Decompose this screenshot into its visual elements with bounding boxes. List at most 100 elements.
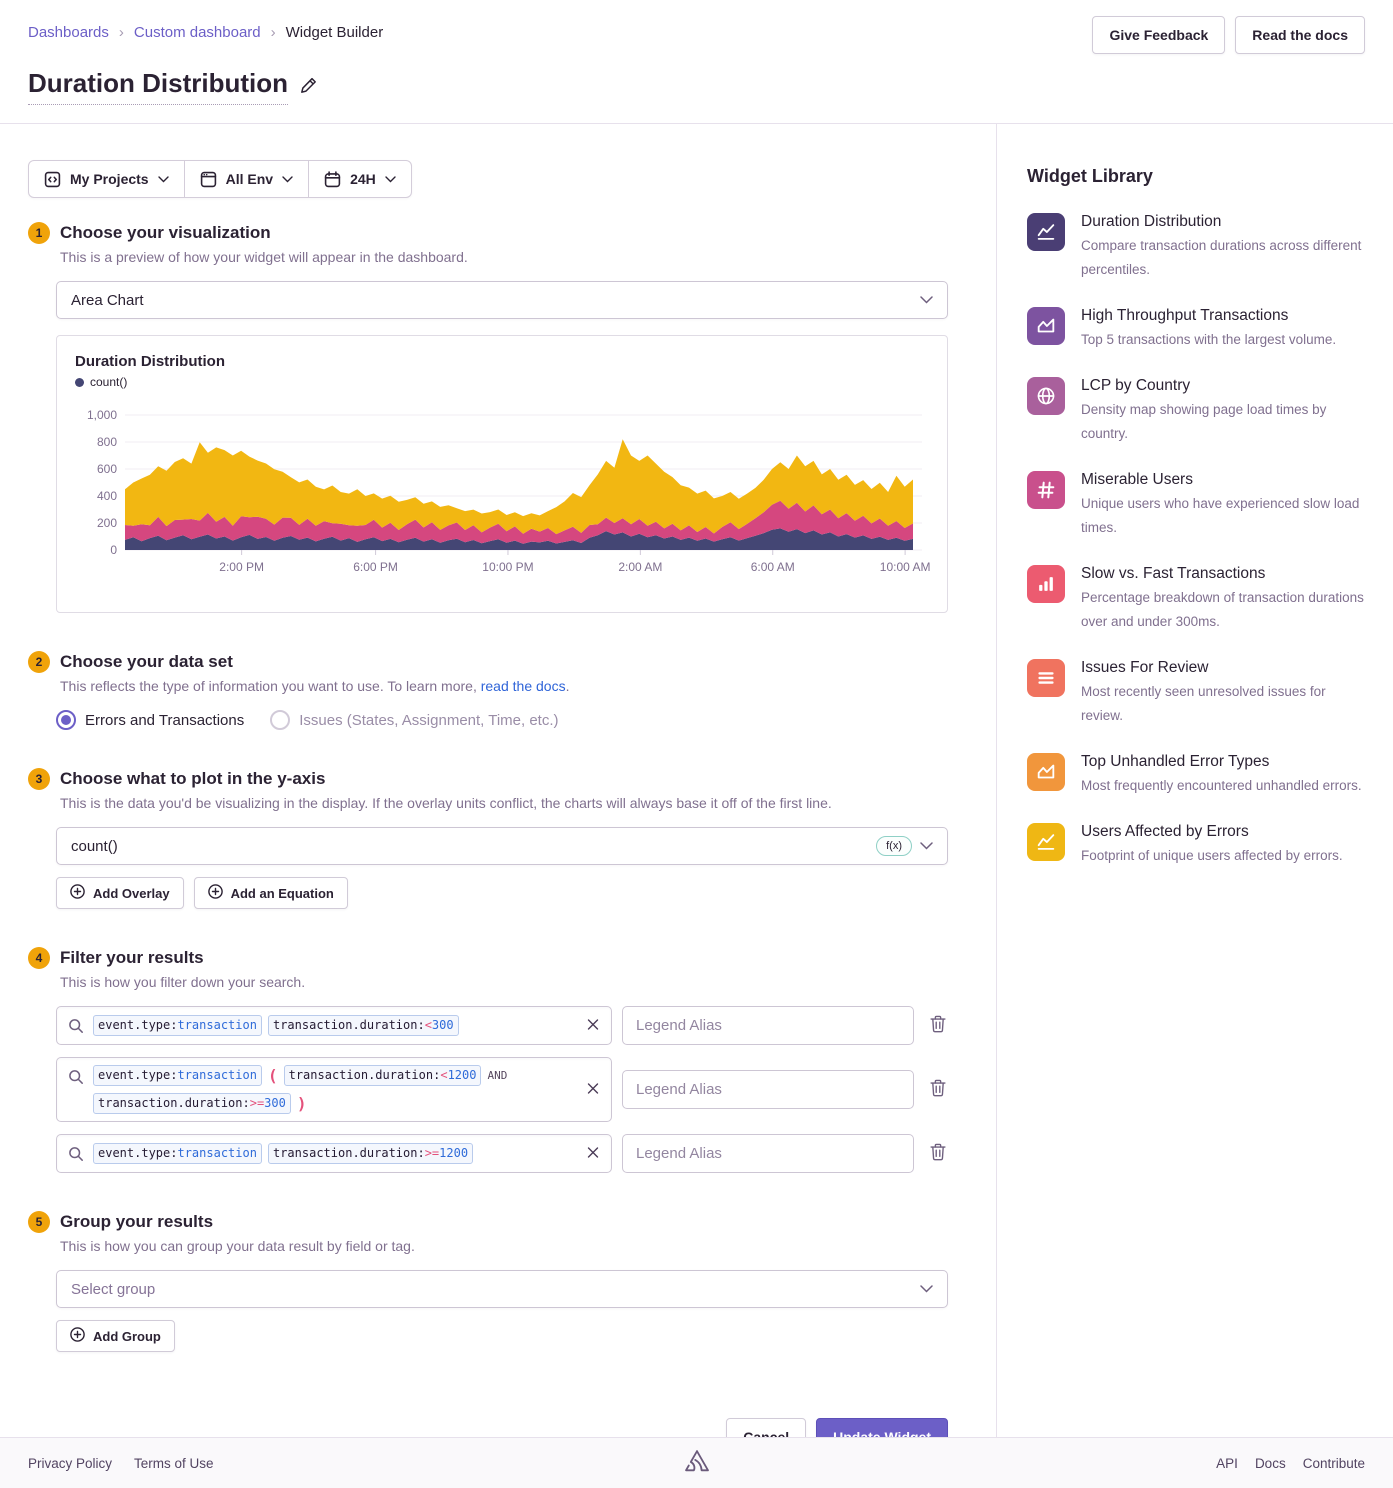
svg-text:6:00 AM: 6:00 AM <box>751 560 795 574</box>
delete-filter-button[interactable] <box>928 1077 948 1102</box>
area-chart-preview: 0 200 400 600 800 1,000 2:00 PM 6:00 PM 10:00 PM… <box>87 408 931 574</box>
library-item-title: High Throughput Transactions <box>1081 307 1289 325</box>
chevron-down-icon <box>157 175 169 183</box>
add-equation-button[interactable]: Add an Equation <box>193 877 348 909</box>
window-icon <box>200 171 217 188</box>
search-filter-token[interactable]: event.type: transaction <box>93 1065 262 1086</box>
yaxis-function-select[interactable]: count() f(x) <box>56 827 948 865</box>
search-filter-token[interactable]: event.type: transaction <box>93 1015 262 1036</box>
time-range-filter[interactable]: 24H <box>308 161 411 197</box>
library-item-top-unhandled-error-types[interactable]: Top Unhandled Error Types Most frequently… <box>1027 753 1365 798</box>
svg-text:600: 600 <box>97 462 117 476</box>
dataset-radio-group: Errors and Transactions Issues (States, … <box>56 710 948 730</box>
paren-token[interactable]: ) <box>296 1094 307 1113</box>
search-conditions-input[interactable]: event.type: transaction transaction.durati… <box>56 1134 612 1173</box>
breadcrumb-separator: › <box>270 24 276 41</box>
environment-filter[interactable]: All Env <box>183 161 308 197</box>
group-select-placeholder: Select group <box>71 1280 156 1298</box>
delete-filter-button[interactable] <box>928 1013 948 1038</box>
chart-legend: count() <box>75 375 929 389</box>
clear-search-button[interactable] <box>585 1016 601 1035</box>
api-link[interactable]: API <box>1216 1455 1238 1471</box>
radio-unselected-icon <box>270 710 291 730</box>
group-select[interactable]: Select group <box>56 1270 948 1308</box>
library-item-users-affected-by-errors[interactable]: Users Affected by Errors Footprint of uni… <box>1027 823 1365 868</box>
trash-icon <box>930 1015 946 1036</box>
read-the-docs-link[interactable]: read the docs <box>480 678 566 694</box>
chart-title: Duration Distribution <box>75 353 225 370</box>
legend-alias-input[interactable] <box>622 1006 914 1045</box>
visualization-select[interactable]: Area Chart <box>56 281 948 319</box>
step-dataset: 2 Choose your data set This reflects the… <box>28 651 948 730</box>
bar-chart-icon <box>1027 565 1065 604</box>
search-conditions-input[interactable]: event.type: transaction ( transaction.durat… <box>56 1057 612 1122</box>
library-item-duration-distribution[interactable]: Duration Distribution Compare transaction… <box>1027 213 1365 282</box>
calendar-icon <box>324 170 341 188</box>
docs-link[interactable]: Docs <box>1254 1455 1286 1471</box>
library-item-title: Slow vs. Fast Transactions <box>1081 565 1266 583</box>
library-item-miserable-users[interactable]: Miserable Users Unique users who have exp… <box>1027 471 1365 540</box>
chevron-down-icon <box>385 175 396 183</box>
search-filter-token[interactable]: transaction.duration: >= 300 <box>93 1093 291 1114</box>
svg-text:1,000: 1,000 <box>87 408 117 422</box>
step-number-badge: 1 <box>28 222 50 244</box>
search-filter-token[interactable]: event.type: transaction <box>93 1143 262 1164</box>
chevron-down-icon <box>282 175 293 183</box>
close-icon <box>587 1082 599 1097</box>
projects-filter[interactable]: My Projects <box>29 161 184 197</box>
add-overlay-button[interactable]: Add Overlay <box>56 877 184 909</box>
library-item-issues-for-review[interactable]: Issues For Review Most recently seen unre… <box>1027 659 1365 728</box>
step-visualization: 1 Choose your visualization This is a pr… <box>28 222 948 613</box>
search-filter-token[interactable]: transaction.duration: <1200 <box>283 1065 482 1086</box>
step-subtitle: This is the data you'd be visualizing in… <box>60 795 832 811</box>
give-feedback-button[interactable]: Give Feedback <box>1092 16 1226 54</box>
widget-preview-card: Duration Distribution count() 0 200 400 600… <box>56 335 948 613</box>
library-item-title: LCP by Country <box>1081 377 1191 395</box>
page-footer: Privacy Policy Terms of Use API Docs Con… <box>0 1437 1393 1488</box>
legend-alias-input[interactable] <box>622 1070 914 1109</box>
visualization-select-value: Area Chart <box>71 291 144 309</box>
search-conditions-input[interactable]: event.type: transaction transaction.durati… <box>56 1006 612 1045</box>
breadcrumb-widget-builder: Widget Builder <box>285 24 384 41</box>
library-item-description: Most frequently encountered unhandled er… <box>1081 778 1362 794</box>
list-icon <box>1027 659 1065 698</box>
line-chart-icon <box>1027 823 1065 862</box>
step-subtitle: This is how you filter down your search. <box>60 974 306 990</box>
step-number-badge: 5 <box>28 1211 50 1233</box>
clear-search-button[interactable] <box>585 1144 601 1163</box>
step-number-badge: 4 <box>28 947 50 969</box>
search-filter-token[interactable]: transaction.duration: <300 <box>267 1015 459 1036</box>
library-item-high-throughput-transactions[interactable]: High Throughput Transactions Top 5 transa… <box>1027 307 1365 352</box>
trash-icon <box>930 1079 946 1100</box>
contribute-link[interactable]: Contribute <box>1302 1455 1365 1471</box>
projects-filter-label: My Projects <box>70 171 149 187</box>
close-icon <box>587 1146 599 1161</box>
step-number-badge: 3 <box>28 768 50 790</box>
read-the-docs-button[interactable]: Read the docs <box>1235 16 1365 54</box>
time-range-filter-label: 24H <box>350 171 376 187</box>
library-item-title: Miserable Users <box>1081 471 1193 489</box>
terms-of-use-link[interactable]: Terms of Use <box>134 1455 214 1471</box>
breadcrumb-custom-dashboard[interactable]: Custom dashboard <box>133 24 261 41</box>
chevron-down-icon <box>920 842 933 850</box>
breadcrumb-separator: › <box>118 24 124 41</box>
radio-errors-and-transactions[interactable]: Errors and Transactions <box>56 710 244 730</box>
boolean-operator: AND <box>487 1069 508 1082</box>
paren-token[interactable]: ( <box>267 1066 278 1085</box>
delete-filter-button[interactable] <box>928 1141 948 1166</box>
radio-issues[interactable]: Issues (States, Assignment, Time, etc.) <box>270 710 559 730</box>
clear-search-button[interactable] <box>585 1080 601 1099</box>
filter-row: event.type: transaction transaction.durati… <box>56 1134 948 1173</box>
legend-alias-input[interactable] <box>622 1134 914 1173</box>
breadcrumb-dashboards[interactable]: Dashboards <box>28 24 109 41</box>
search-filter-token[interactable]: transaction.duration: >= 1200 <box>267 1143 474 1164</box>
library-item-lcp-by-country[interactable]: LCP by Country Density map showing page l… <box>1027 377 1365 446</box>
sentry-logo <box>684 1449 710 1478</box>
add-group-button[interactable]: Add Group <box>56 1320 175 1352</box>
trash-icon <box>930 1143 946 1164</box>
privacy-policy-link[interactable]: Privacy Policy <box>28 1455 113 1471</box>
edit-title-button[interactable] <box>298 75 319 99</box>
library-item-slow-vs-fast-transactions[interactable]: Slow vs. Fast Transactions Percentage bre… <box>1027 565 1365 634</box>
page-header: Dashboards › Custom dashboard › Widget B… <box>0 0 1393 124</box>
